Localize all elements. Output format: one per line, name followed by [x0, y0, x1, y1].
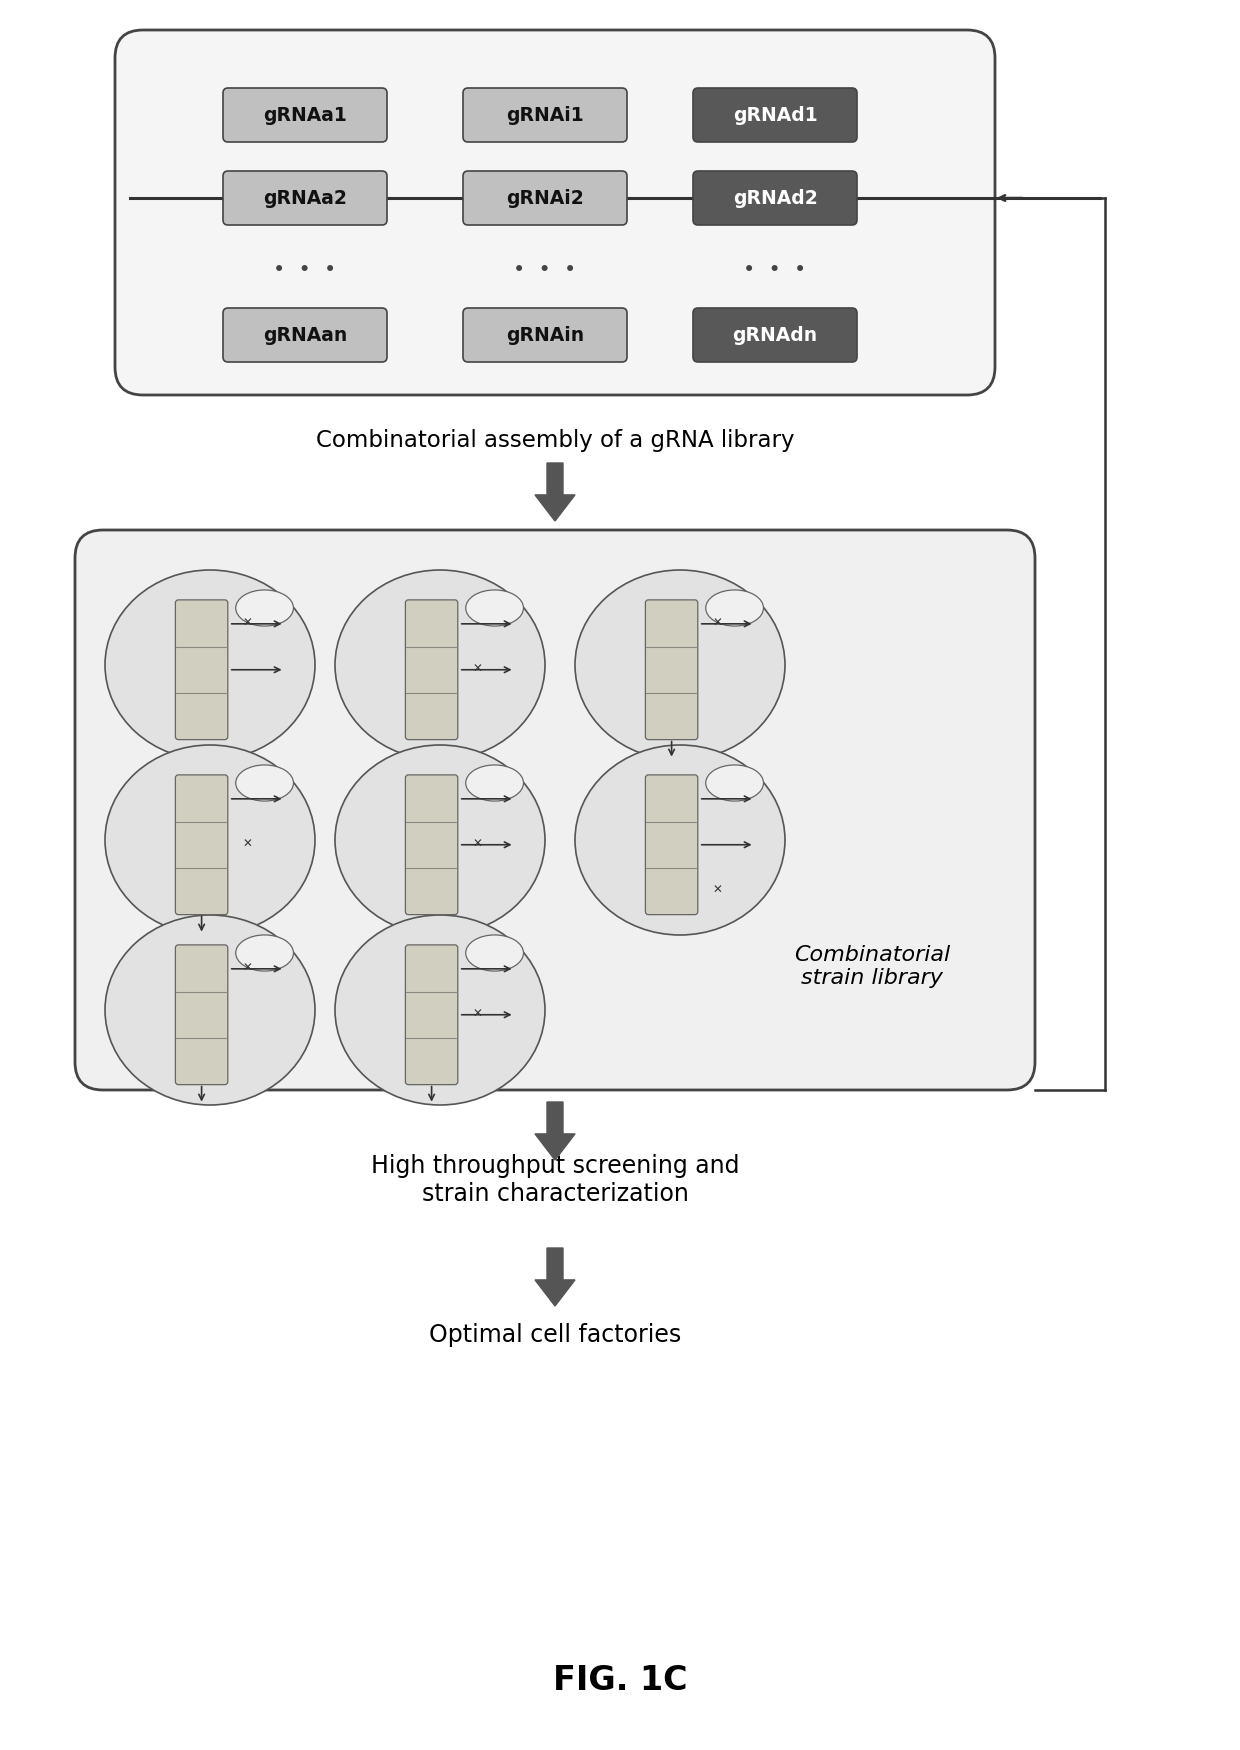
Text: gRNAa1: gRNAa1: [263, 105, 347, 124]
Ellipse shape: [105, 915, 315, 1104]
FancyBboxPatch shape: [645, 775, 698, 915]
FancyBboxPatch shape: [405, 775, 458, 915]
Ellipse shape: [105, 746, 315, 934]
Ellipse shape: [575, 570, 785, 760]
Text: ✕: ✕: [242, 838, 252, 850]
FancyBboxPatch shape: [223, 308, 387, 362]
Text: Combinatorial
strain library: Combinatorial strain library: [794, 945, 950, 989]
Ellipse shape: [236, 934, 294, 971]
FancyBboxPatch shape: [405, 945, 458, 1085]
FancyBboxPatch shape: [115, 30, 994, 396]
FancyBboxPatch shape: [693, 88, 857, 142]
Text: Optimal cell factories: Optimal cell factories: [429, 1323, 681, 1348]
Text: ✕: ✕: [472, 663, 482, 676]
Text: gRNAa2: gRNAa2: [263, 189, 347, 208]
Ellipse shape: [466, 590, 523, 626]
Ellipse shape: [706, 590, 764, 626]
FancyBboxPatch shape: [74, 530, 1035, 1090]
Ellipse shape: [575, 746, 785, 934]
Text: gRNAi1: gRNAi1: [506, 105, 584, 124]
Text: ✕: ✕: [712, 884, 722, 898]
Ellipse shape: [236, 590, 294, 626]
Text: •  •  •: • • •: [513, 261, 577, 280]
FancyBboxPatch shape: [645, 600, 698, 740]
Text: •  •  •: • • •: [743, 261, 807, 280]
Ellipse shape: [105, 570, 315, 760]
Polygon shape: [534, 1248, 575, 1306]
FancyBboxPatch shape: [175, 775, 228, 915]
Text: High throughput screening and
strain characterization: High throughput screening and strain cha…: [371, 1153, 739, 1206]
FancyBboxPatch shape: [463, 308, 627, 362]
Text: gRNAdn: gRNAdn: [733, 326, 817, 345]
Text: FIG. 1C: FIG. 1C: [553, 1664, 687, 1696]
Text: gRNAd2: gRNAd2: [733, 189, 817, 208]
Ellipse shape: [466, 934, 523, 971]
FancyBboxPatch shape: [175, 600, 228, 740]
Polygon shape: [534, 1102, 575, 1160]
FancyBboxPatch shape: [693, 172, 857, 226]
Text: ✕: ✕: [472, 1008, 482, 1022]
Text: gRNAi2: gRNAi2: [506, 189, 584, 208]
FancyBboxPatch shape: [463, 88, 627, 142]
Text: ✕: ✕: [242, 618, 252, 630]
Text: ✕: ✕: [712, 618, 722, 630]
Ellipse shape: [466, 765, 523, 802]
Text: gRNAin: gRNAin: [506, 326, 584, 345]
FancyBboxPatch shape: [223, 88, 387, 142]
Ellipse shape: [236, 765, 294, 802]
FancyBboxPatch shape: [175, 945, 228, 1085]
Text: ✕: ✕: [472, 838, 482, 850]
Ellipse shape: [335, 746, 546, 934]
FancyBboxPatch shape: [223, 172, 387, 226]
Ellipse shape: [335, 570, 546, 760]
Text: ✕: ✕: [242, 963, 252, 975]
FancyBboxPatch shape: [463, 172, 627, 226]
FancyBboxPatch shape: [693, 308, 857, 362]
Polygon shape: [534, 464, 575, 522]
Text: Combinatorial assembly of a gRNA library: Combinatorial assembly of a gRNA library: [316, 429, 795, 452]
Text: gRNAan: gRNAan: [263, 326, 347, 345]
Ellipse shape: [335, 915, 546, 1104]
FancyBboxPatch shape: [405, 600, 458, 740]
Text: •  •  •: • • •: [273, 261, 336, 280]
Ellipse shape: [706, 765, 764, 802]
Text: gRNAd1: gRNAd1: [733, 105, 817, 124]
